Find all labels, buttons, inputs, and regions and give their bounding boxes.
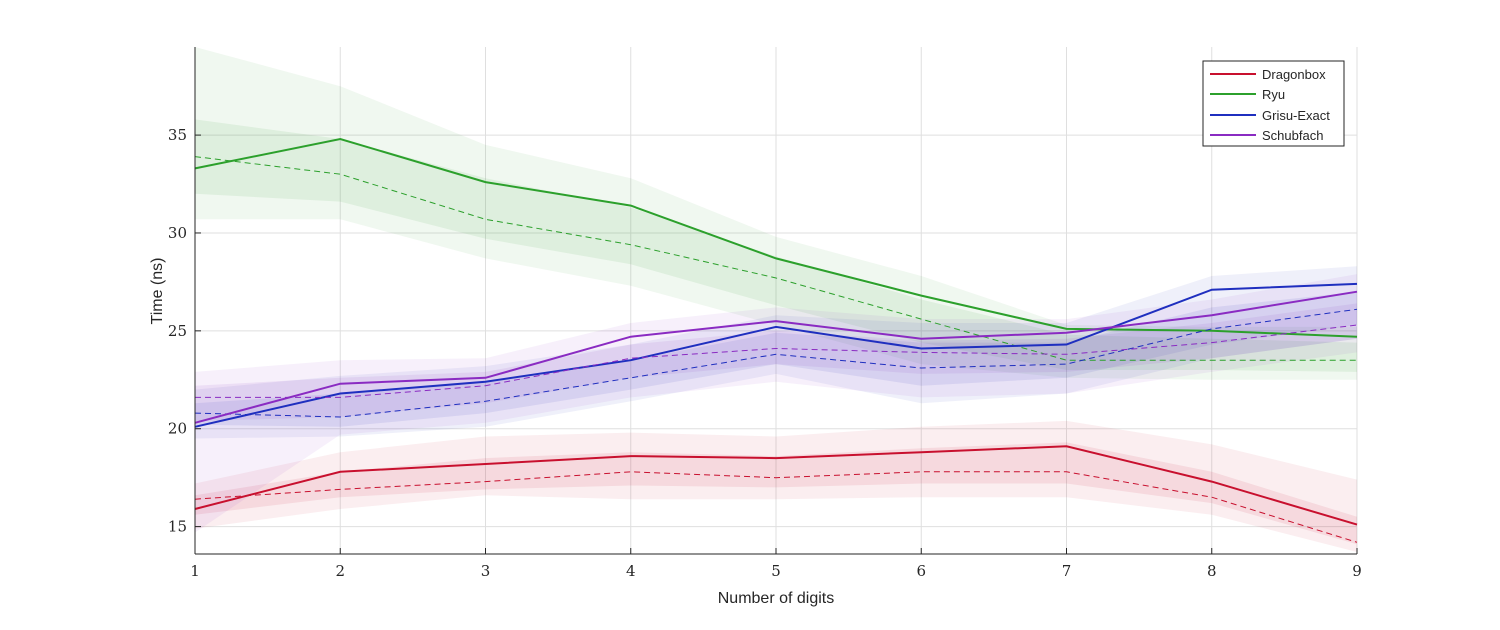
- y-tick-label-30: 30: [168, 224, 187, 242]
- band-inner-schubfach: [195, 303, 1357, 421]
- x-tick-label-4: 4: [626, 562, 636, 580]
- x-tick-label-1: 1: [190, 562, 200, 580]
- x-tick-label-9: 9: [1352, 562, 1362, 580]
- axes: [194, 47, 1358, 555]
- legend-entry-schubfach: Schubfach: [1210, 128, 1323, 143]
- band-inner-grisu-exact: [195, 291, 1357, 427]
- legend-entry-ryu: Ryu: [1210, 87, 1285, 102]
- x-tick-label-7: 7: [1062, 562, 1072, 580]
- legend-label-ryu: Ryu: [1262, 87, 1285, 102]
- legend-entry-dragonbox: Dragonbox: [1210, 67, 1326, 82]
- legend-label-schubfach: Schubfach: [1262, 128, 1323, 143]
- y-tick-label-25: 25: [168, 322, 187, 340]
- median-line-schubfach: [195, 324, 1358, 398]
- y-tick-label-20: 20: [168, 420, 187, 438]
- legend-entry-grisu-exact: Grisu-Exact: [1210, 108, 1330, 123]
- tick-labels: 1 2 3 4 5 6 7 8 9 15 20 25 30 35: [168, 126, 1362, 580]
- legend-box: [1202, 60, 1345, 147]
- median-line-ryu: [194, 156, 1357, 361]
- x-tick-label-3: 3: [481, 562, 491, 580]
- band-inner-dragonbox: [195, 442, 1357, 545]
- legend: Dragonbox Ryu Grisu-Exact Schubfach: [1202, 60, 1345, 147]
- band-outer-schubfach: [195, 274, 1357, 533]
- y-axis-label: Time (ns): [149, 258, 166, 325]
- median-line-grisu-exact: [194, 308, 1358, 418]
- mean-line-ryu: [194, 137, 1358, 338]
- band-outer-ryu: [195, 47, 1357, 380]
- band-outer-grisu-exact: [195, 266, 1357, 439]
- legend-label-dragonbox: Dragonbox: [1262, 67, 1326, 82]
- y-tick-label-15: 15: [168, 518, 187, 536]
- series-lines: [194, 137, 1358, 543]
- y-tick-label-35: 35: [168, 126, 187, 144]
- x-tick-label-8: 8: [1207, 562, 1217, 580]
- median-line-dragonbox: [194, 471, 1358, 543]
- x-tick-label-5: 5: [771, 562, 781, 580]
- mean-line-schubfach: [194, 290, 1358, 424]
- x-tick-label-6: 6: [916, 562, 926, 580]
- mean-line-grisu-exact: [194, 282, 1358, 428]
- x-tick-label-2: 2: [335, 562, 345, 580]
- x-axis-label: Number of digits: [718, 590, 835, 607]
- legend-label-grisu-exact: Grisu-Exact: [1262, 108, 1330, 123]
- mean-line-dragonbox: [194, 445, 1358, 526]
- band-outer-dragonbox: [195, 420, 1357, 552]
